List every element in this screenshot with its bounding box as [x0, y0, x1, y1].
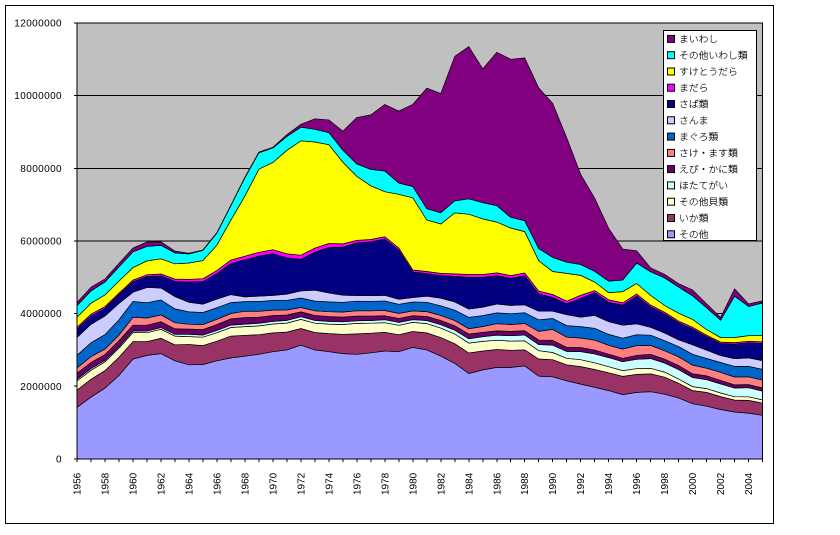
- svg-text:1968: 1968: [240, 472, 251, 495]
- svg-text:12000000: 12000000: [14, 19, 62, 30]
- svg-text:1986: 1986: [492, 472, 503, 495]
- svg-text:6000000: 6000000: [20, 236, 62, 247]
- svg-text:1980: 1980: [408, 472, 419, 495]
- svg-text:1974: 1974: [324, 472, 335, 495]
- svg-text:8000000: 8000000: [20, 164, 62, 175]
- svg-text:1988: 1988: [520, 472, 531, 495]
- svg-text:1964: 1964: [184, 472, 195, 495]
- svg-text:1960: 1960: [129, 472, 140, 495]
- svg-text:10000000: 10000000: [14, 91, 62, 102]
- svg-text:2000000: 2000000: [20, 382, 62, 393]
- svg-text:1992: 1992: [576, 472, 587, 495]
- svg-text:2000: 2000: [688, 472, 699, 495]
- svg-text:1998: 1998: [660, 472, 671, 495]
- svg-text:1994: 1994: [604, 472, 615, 495]
- svg-text:1996: 1996: [632, 472, 643, 495]
- svg-text:1970: 1970: [268, 472, 279, 495]
- svg-text:1982: 1982: [436, 472, 447, 495]
- svg-text:1990: 1990: [548, 472, 559, 495]
- svg-text:2002: 2002: [716, 472, 727, 495]
- svg-text:1976: 1976: [352, 472, 363, 495]
- svg-text:1958: 1958: [101, 472, 112, 495]
- svg-text:2004: 2004: [744, 472, 755, 495]
- svg-text:4000000: 4000000: [20, 309, 62, 320]
- svg-text:1984: 1984: [464, 472, 475, 495]
- svg-text:1962: 1962: [157, 472, 168, 495]
- svg-text:1956: 1956: [73, 472, 84, 495]
- svg-text:1972: 1972: [296, 472, 307, 495]
- svg-text:1966: 1966: [212, 472, 223, 495]
- svg-text:0: 0: [56, 454, 62, 465]
- svg-text:1978: 1978: [380, 472, 391, 495]
